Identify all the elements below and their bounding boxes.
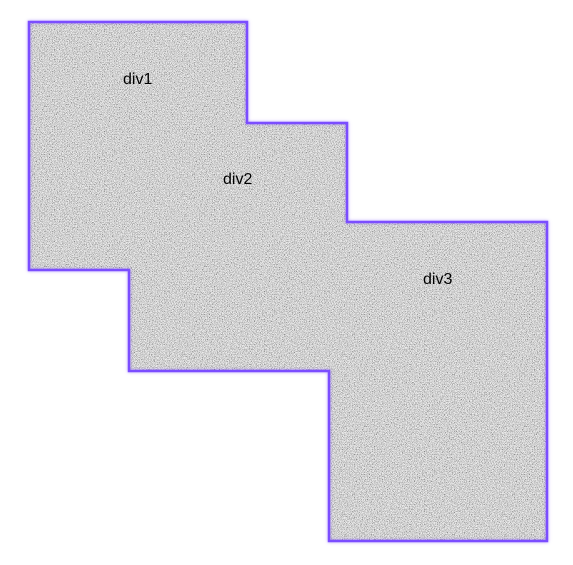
shape-outline [27, 20, 549, 543]
div2-label: div2 [223, 171, 253, 188]
noise-fill [29, 22, 547, 541]
div3-label: div3 [423, 271, 453, 288]
div1-label: div1 [123, 71, 153, 88]
